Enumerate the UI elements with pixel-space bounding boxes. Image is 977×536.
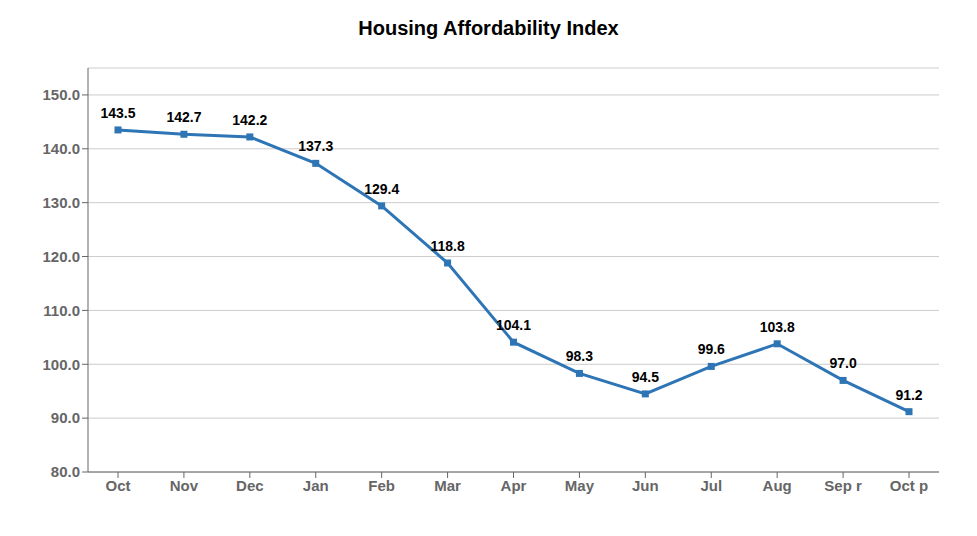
svg-text:94.5: 94.5 — [632, 369, 659, 385]
svg-text:91.2: 91.2 — [895, 387, 922, 403]
svg-text:118.8: 118.8 — [430, 238, 464, 254]
svg-text:104.1: 104.1 — [496, 317, 531, 333]
svg-text:Oct p: Oct p — [890, 477, 928, 494]
svg-text:140.0: 140.0 — [42, 140, 80, 157]
svg-text:Mar: Mar — [434, 477, 461, 494]
svg-text:98.3: 98.3 — [566, 348, 593, 364]
svg-text:143.5: 143.5 — [100, 105, 135, 121]
svg-text:Aug: Aug — [763, 477, 792, 494]
svg-text:129.4: 129.4 — [364, 181, 399, 197]
svg-text:142.2: 142.2 — [232, 112, 267, 128]
svg-text:Feb: Feb — [368, 477, 395, 494]
svg-text:80.0: 80.0 — [51, 463, 80, 480]
svg-text:130.0: 130.0 — [42, 194, 80, 211]
svg-text:142.7: 142.7 — [166, 109, 201, 125]
svg-text:Jun: Jun — [632, 477, 659, 494]
svg-text:97.0: 97.0 — [829, 355, 856, 371]
svg-text:Jan: Jan — [303, 477, 329, 494]
svg-text:99.6: 99.6 — [698, 341, 725, 357]
svg-text:Apr: Apr — [501, 477, 527, 494]
svg-text:110.0: 110.0 — [43, 302, 80, 319]
svg-text:May: May — [565, 477, 595, 494]
svg-text:103.8: 103.8 — [760, 319, 795, 335]
svg-text:137.3: 137.3 — [298, 138, 333, 154]
svg-text:Nov: Nov — [170, 477, 199, 494]
svg-text:90.0: 90.0 — [51, 409, 80, 426]
svg-text:Jul: Jul — [700, 477, 722, 494]
svg-text:Sep r: Sep r — [824, 477, 862, 494]
svg-text:120.0: 120.0 — [42, 248, 80, 265]
svg-text:150.0: 150.0 — [42, 86, 80, 103]
html-text:Housing Affordability Index: Housing Affordability Index — [358, 17, 619, 39]
svg-text:Dec: Dec — [236, 477, 264, 494]
svg-text:100.0: 100.0 — [42, 356, 80, 373]
svg-text:Oct: Oct — [105, 477, 130, 494]
